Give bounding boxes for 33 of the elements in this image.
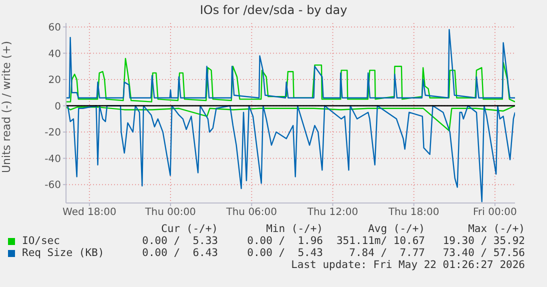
text: Avg (-/+): [367, 223, 425, 235]
text: Min (-/+): [265, 223, 323, 235]
y-tick-label: -60: [44, 180, 61, 192]
text: 351.11m/ 10.67: [335, 235, 425, 247]
y-tick-label: 0: [54, 101, 61, 112]
text: Max (-/+): [467, 223, 525, 235]
x-tick-label: Thu 06:00: [225, 207, 278, 218]
text: 7.84 / 7.77: [348, 247, 425, 259]
line-series: [66, 58, 515, 102]
x-tick-label: Wed 18:00: [62, 207, 116, 218]
text: 0.00 / 6.43: [141, 247, 218, 259]
y-tick-label: 40: [48, 48, 61, 60]
y-tick-label: 60: [48, 22, 61, 34]
chart-title: IOs for /dev/sda - by day: [198, 3, 348, 17]
line-series: [66, 105, 515, 132]
text: 0.00 / 5.33: [141, 235, 218, 247]
line-series: [66, 28, 515, 98]
legend-label: IO/sec: [22, 235, 61, 247]
text: Cur (-/+): [160, 223, 218, 235]
text: 0.00 / 1.96: [246, 235, 323, 247]
text: 19.30 / 35.92: [442, 235, 525, 247]
text: 0.00 / 5.43: [246, 247, 323, 259]
y-tick-label: -40: [44, 154, 61, 165]
text: 73.40 / 57.56: [442, 247, 525, 259]
x-tick-label: Fri 00:00: [472, 207, 517, 218]
x-tick-label: Thu 12:00: [306, 207, 358, 218]
legend-label: Req Size (KB): [22, 247, 106, 259]
y-tick-label: 20: [48, 75, 61, 86]
text: Last update: Fri May 22 01:26:27 2026: [290, 259, 525, 271]
x-tick-label: Thu 18:00: [387, 207, 440, 218]
y-tick-label: -20: [44, 128, 61, 139]
x-tick-label: Thu 00:00: [144, 207, 196, 218]
y-axis-title: Units read (-) / write (+): [0, 40, 13, 173]
